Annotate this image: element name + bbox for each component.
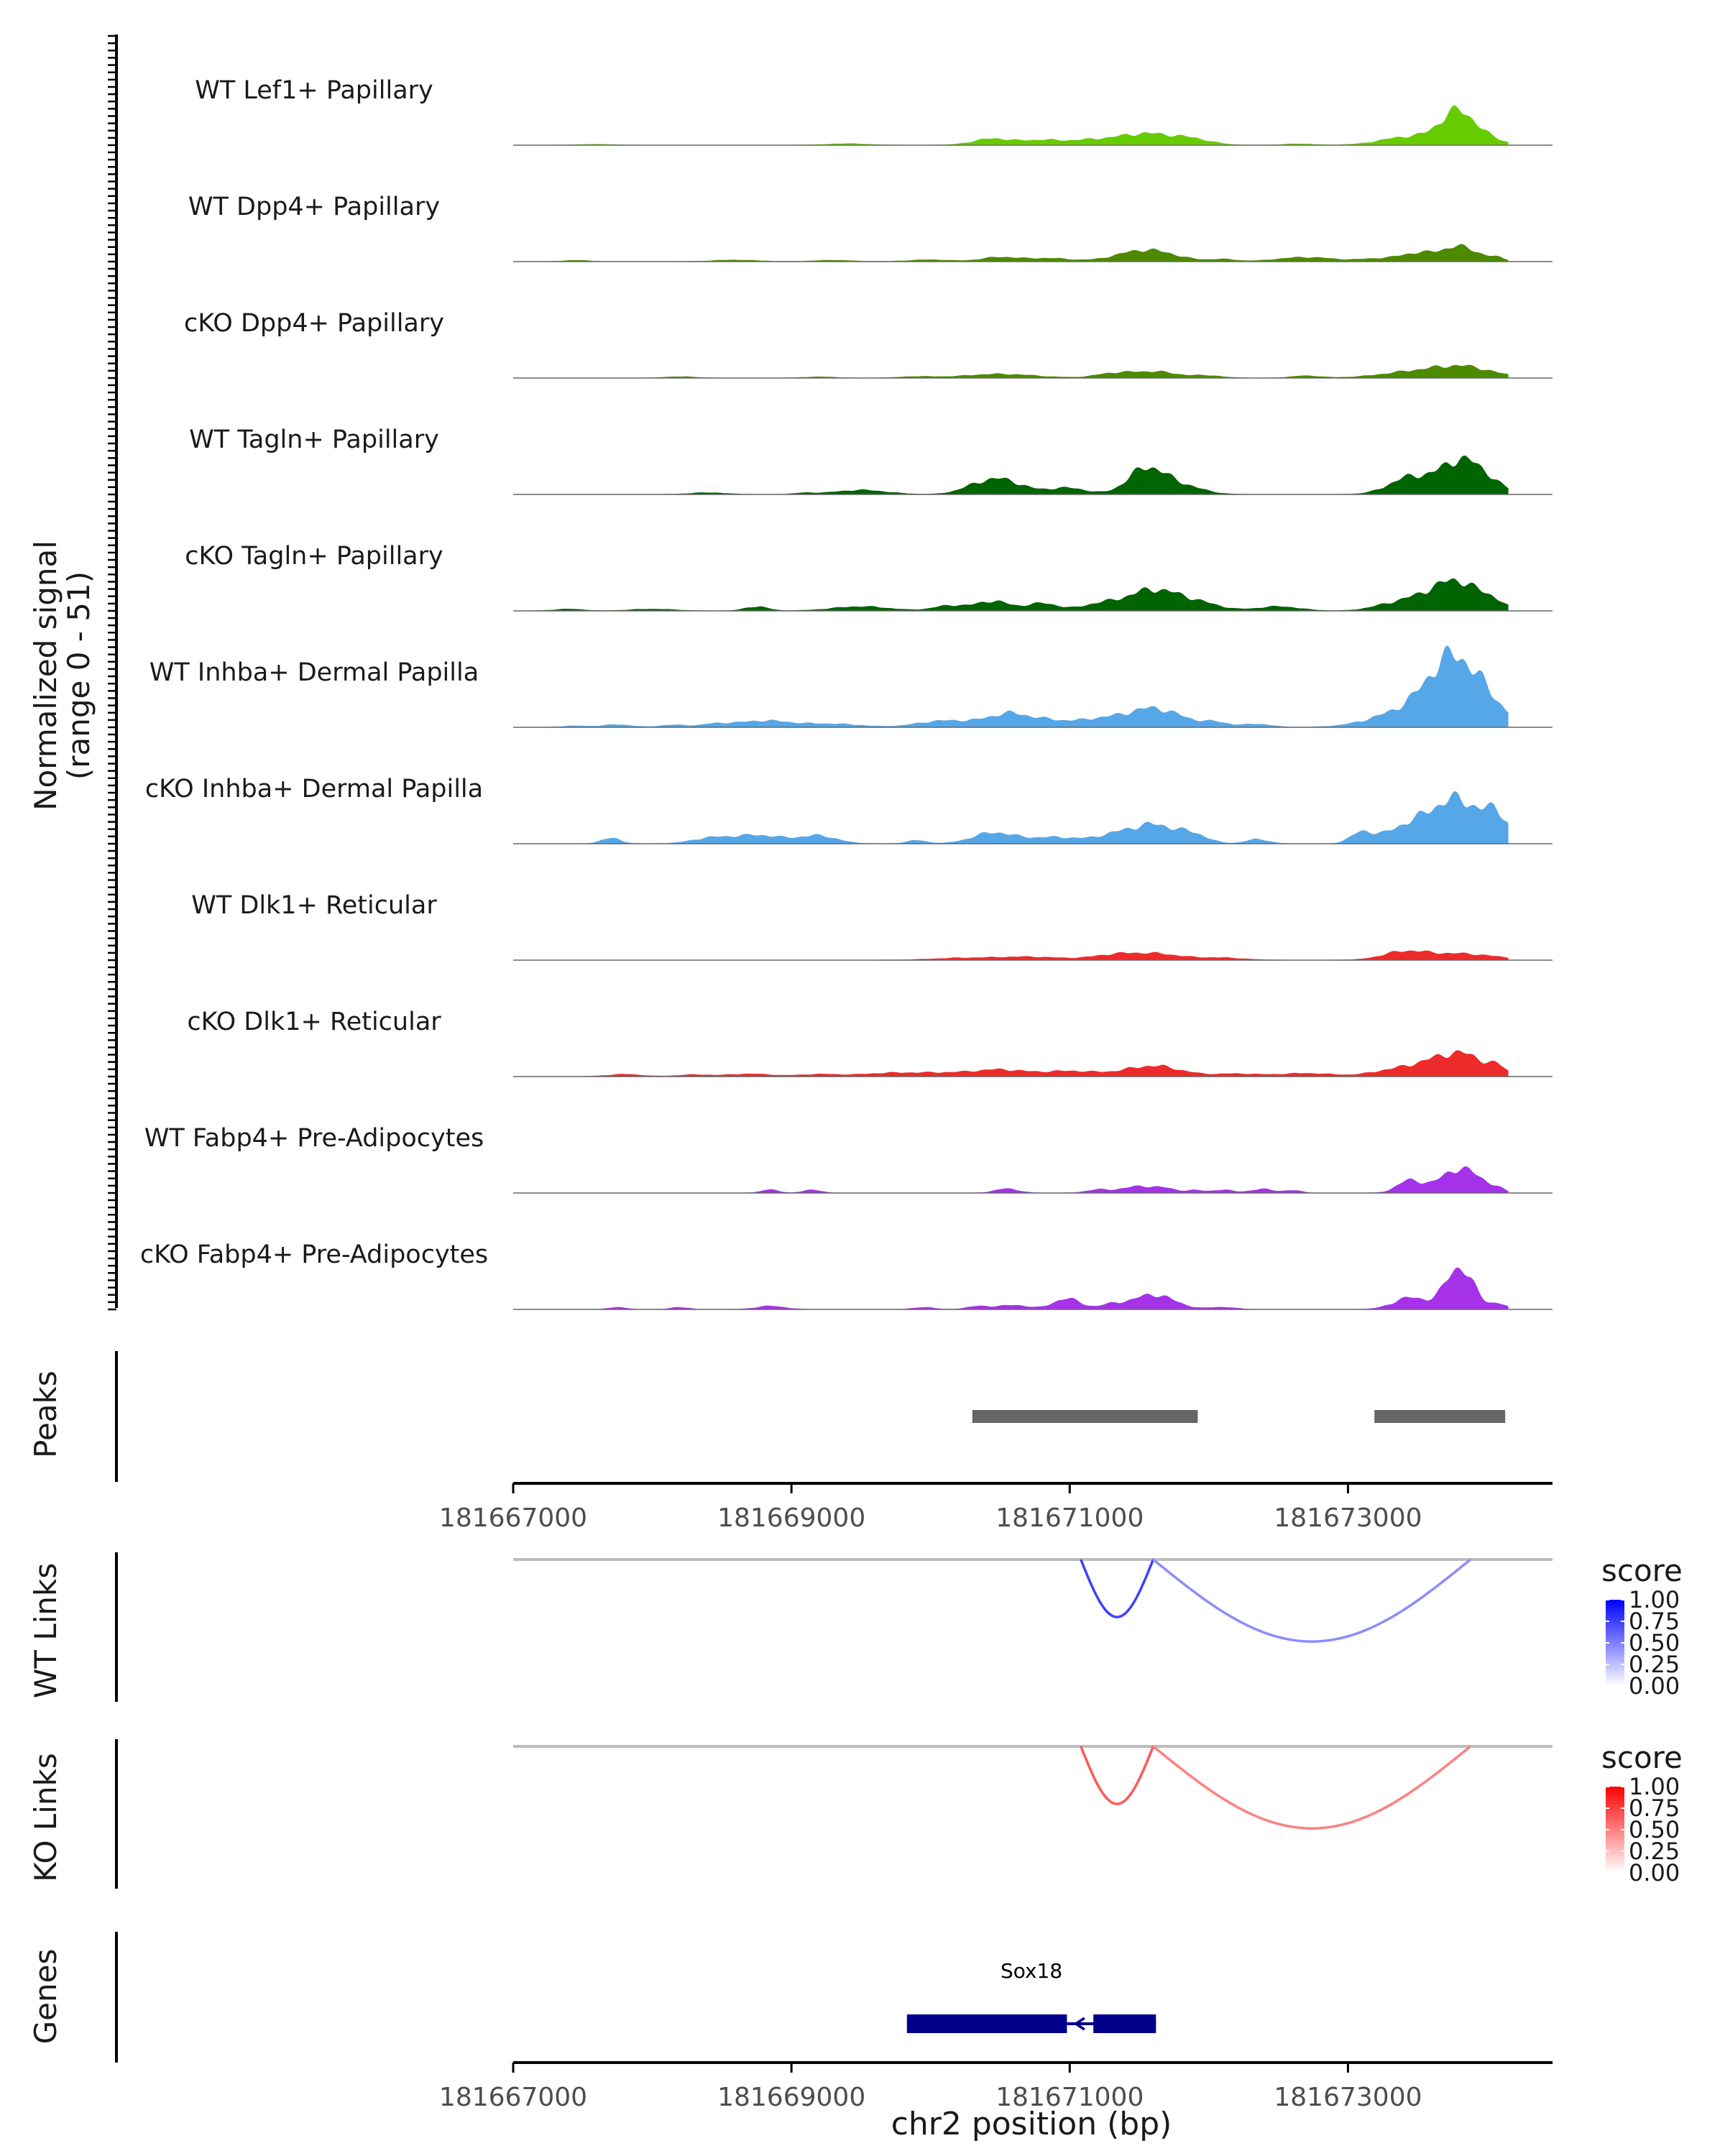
legend-title: score: [1601, 1740, 1683, 1775]
coverage-area: [513, 244, 1509, 262]
legend-tick-label: 0.75: [1629, 1608, 1680, 1635]
link-arc: [1080, 1746, 1155, 1805]
track-label: cKO Tagln+ Papillary: [185, 542, 443, 571]
genes-track-label: Genes: [28, 1949, 63, 2045]
genes-panel: Sox18 181667000 181669000 181671000 18167300…: [115, 1932, 1552, 2112]
track-label: WT Tagln+ Papillary: [189, 425, 439, 454]
link-arc: [1152, 1558, 1471, 1643]
track-label: WT Dpp4+ Papillary: [188, 193, 440, 221]
strand-arrow-icon: [1073, 2017, 1085, 2031]
peak-region: [972, 1410, 1198, 1423]
track-label: cKO Inhba+ Dermal Papilla: [145, 775, 483, 803]
legend-tick-label: 1.00: [1629, 1586, 1680, 1613]
track-label: WT Lef1+ Papillary: [195, 76, 433, 105]
link-arc: [1152, 1745, 1471, 1830]
peaks-panel: 181667000 181669000 181671000 181673000: [115, 1351, 1552, 1533]
links-track-label: KO Links: [28, 1753, 63, 1882]
legend-tick-label: 0.75: [1629, 1795, 1680, 1822]
legend-tick-label: 0.00: [1629, 1672, 1680, 1700]
coverage-area: [513, 645, 1509, 728]
legend-tick-label: 0.00: [1629, 1859, 1680, 1886]
coverage-area: [513, 791, 1509, 844]
coverage-ylabel-line1: Normalized signal: [28, 540, 63, 811]
coverage-area: [513, 1050, 1509, 1077]
x-axis-label: chr2 position (bp): [891, 2106, 1172, 2142]
x-tick-label: 181673000: [1274, 1503, 1422, 1533]
legend-title: score: [1601, 1553, 1683, 1588]
legend-tick-label: 1.00: [1629, 1773, 1680, 1800]
x-tick-label: 181667000: [439, 1503, 587, 1533]
gene-exon: [906, 2014, 1067, 2033]
x-tick-label: 181669000: [717, 1503, 865, 1533]
peaks-track-label: Peaks: [28, 1370, 63, 1458]
coverage-area: [513, 578, 1509, 612]
track-label: cKO Dlk1+ Reticular: [187, 1008, 441, 1036]
coverage-ylabel-line2: (range 0 - 51): [61, 571, 96, 780]
track-label: cKO Fabp4+ Pre-Adipocytes: [140, 1240, 488, 1269]
x-tick-label: 181671000: [995, 2083, 1144, 2112]
x-tick-label: 181671000: [995, 1503, 1144, 1533]
coverage-area: [513, 1166, 1509, 1194]
legend-tick-label: 0.50: [1629, 1816, 1680, 1843]
legend-tick-label: 0.25: [1629, 1838, 1680, 1865]
links-track-label: WT Links: [28, 1563, 63, 1698]
legend-tick-label: 0.50: [1629, 1629, 1680, 1657]
coverage-area: [513, 364, 1509, 379]
coverage-area: [513, 455, 1509, 495]
gene-exon: [1093, 2014, 1156, 2033]
coverage-area: [513, 105, 1509, 146]
link-arc: [1080, 1559, 1155, 1618]
track-label: WT Inhba+ Dermal Papilla: [150, 658, 479, 687]
coverage-area: [513, 1267, 1509, 1310]
track-label: WT Dlk1+ Reticular: [191, 891, 437, 920]
track-label: WT Fabp4+ Pre-Adipocytes: [144, 1124, 484, 1153]
track-label: cKO Dpp4+ Papillary: [184, 309, 444, 338]
x-tick-label: 181667000: [439, 2083, 587, 2112]
coverage-area: [513, 950, 1509, 961]
peak-region: [1374, 1410, 1506, 1423]
coverage-panel: WT Lef1+ Papillary WT Dpp4+ Papillary cKO …: [108, 34, 1552, 1311]
gene-name: Sox18: [1000, 1959, 1062, 1983]
x-tick-label: 181669000: [717, 2083, 865, 2112]
x-tick-label: 181673000: [1274, 2083, 1422, 2112]
legend-tick-label: 0.25: [1629, 1651, 1680, 1678]
